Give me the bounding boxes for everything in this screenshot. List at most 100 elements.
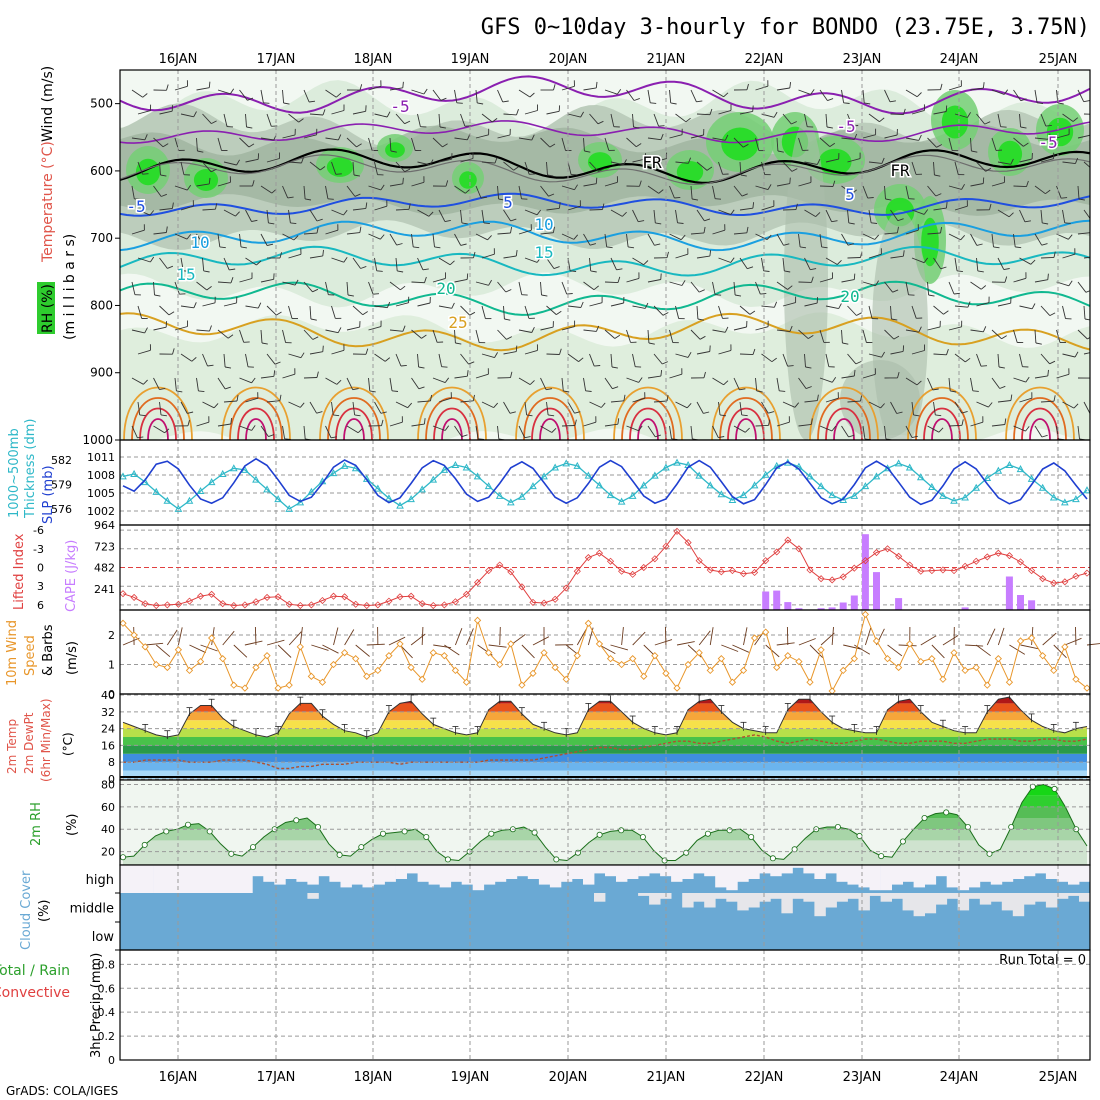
wind-barb-feather — [312, 288, 319, 293]
thickness-point — [894, 459, 903, 467]
wind-barb — [288, 113, 299, 123]
rh-point — [878, 853, 885, 860]
lifted-point — [1039, 575, 1047, 583]
wind-barb — [862, 89, 865, 103]
surface-wind-barb — [798, 638, 816, 646]
middle-cloud-clear — [880, 893, 892, 902]
isotherm-5 — [120, 192, 1090, 217]
rh-point — [921, 815, 928, 822]
wind-barb — [1040, 400, 1055, 403]
wind-speed-point — [950, 649, 958, 657]
high-cloud-clear — [373, 865, 385, 885]
surface-wind-barb — [1009, 644, 1026, 655]
wind-label-b: Speed — [23, 635, 38, 676]
wind-barb-feather — [516, 109, 519, 116]
middle-cloud-clear — [869, 893, 881, 896]
wind-barb — [653, 209, 656, 223]
wind-barb — [137, 161, 143, 175]
surface-wind-barb — [743, 627, 748, 646]
high-cloud-clear — [230, 865, 242, 893]
lifted-point — [928, 567, 936, 575]
wind-barb — [239, 425, 252, 431]
wind-barb-feather — [881, 157, 885, 164]
wind-barb — [927, 326, 941, 331]
slp-tick-label: 1005 — [87, 487, 115, 500]
middle-cloud-clear — [935, 893, 948, 905]
surface-isotherm-loop — [621, 397, 675, 440]
wind-barb — [524, 401, 528, 415]
wind-barb — [239, 137, 250, 148]
wind-barb — [260, 89, 264, 103]
wind-barb — [546, 305, 557, 315]
wind-barb-feather — [267, 243, 274, 246]
wind-speed-point — [784, 652, 792, 660]
wind-barb — [217, 329, 229, 339]
thickness-point — [695, 471, 704, 479]
thickness-point — [1072, 495, 1080, 503]
thickness-point — [916, 473, 925, 481]
precip-frame — [119, 949, 1091, 1061]
wind-barb — [309, 161, 321, 171]
wind-barb-feather — [902, 250, 905, 257]
surface-isotherm-loop — [327, 397, 381, 440]
wind-barb-feather — [513, 166, 519, 171]
wind-barb — [819, 137, 831, 147]
wind-barb — [804, 113, 808, 127]
wind-barb — [460, 305, 471, 316]
wind-barb-feather — [191, 357, 197, 362]
wind-barb-feather — [1089, 413, 1090, 414]
wind-barb-feather — [842, 342, 849, 345]
lifted-point — [1028, 567, 1036, 575]
slp-label: SLP (mb) — [41, 465, 56, 524]
wind-barb-feather — [531, 134, 535, 141]
wind-barb — [352, 257, 361, 269]
middle-cloud-clear — [902, 893, 914, 911]
temp-axis-title: 2m Temp 2m DewPt (6hr Min/Max) (°C) — [5, 699, 75, 783]
wind-barb-feather — [570, 270, 577, 272]
wind-barb — [911, 305, 917, 319]
wind-barb — [460, 158, 474, 163]
temp-color-band — [123, 703, 1087, 712]
high-cloud-clear — [891, 865, 903, 885]
wind-speed-point — [595, 640, 604, 648]
wind-barb — [1034, 233, 1043, 246]
wind-barb — [432, 329, 438, 343]
wind-barb — [782, 113, 792, 125]
wind-barb — [776, 281, 788, 290]
wind-barb-feather — [628, 246, 635, 249]
wind-barb-feather — [159, 387, 166, 391]
thickness-point — [584, 471, 593, 479]
wind-barb — [841, 89, 845, 103]
temp-color-band — [123, 711, 1087, 721]
wind-barb — [346, 232, 360, 235]
lifted-point — [728, 567, 736, 575]
temp-color-band — [123, 753, 1087, 763]
rh-column — [784, 120, 828, 440]
wind-barb — [325, 329, 339, 334]
wind-barb-feather — [687, 351, 692, 358]
wind-barb — [180, 305, 194, 309]
wind-speed-point — [440, 652, 448, 660]
wind-barb-feather — [1049, 312, 1056, 317]
wind-barb-feather — [616, 268, 623, 271]
wind-barb-feather — [547, 174, 554, 177]
top-date-label: 22JAN — [745, 52, 784, 67]
wind-barb-feather — [766, 234, 772, 240]
wind-barb — [475, 425, 479, 439]
wind-barb-feather — [247, 97, 254, 101]
wind-barb — [847, 353, 857, 365]
wind-barb — [739, 257, 748, 269]
lifted-point — [972, 557, 980, 565]
wind-speed-point — [684, 660, 692, 669]
wind-barb — [309, 113, 324, 116]
high-cloud-clear — [924, 865, 937, 885]
wind-barb-feather — [1035, 342, 1042, 345]
bottom-date-labels: 16JAN 17JAN 18JAN 19JAN 20JAN 21JAN 22JAN 23JAN… — [159, 1070, 1078, 1085]
wind-barb — [847, 305, 857, 316]
lifted-point — [518, 583, 526, 591]
wind-speed-point — [562, 675, 570, 683]
rh-blob-core — [941, 105, 969, 139]
wind-barb-feather — [465, 189, 471, 194]
top-date-label: 23JAN — [843, 52, 882, 67]
